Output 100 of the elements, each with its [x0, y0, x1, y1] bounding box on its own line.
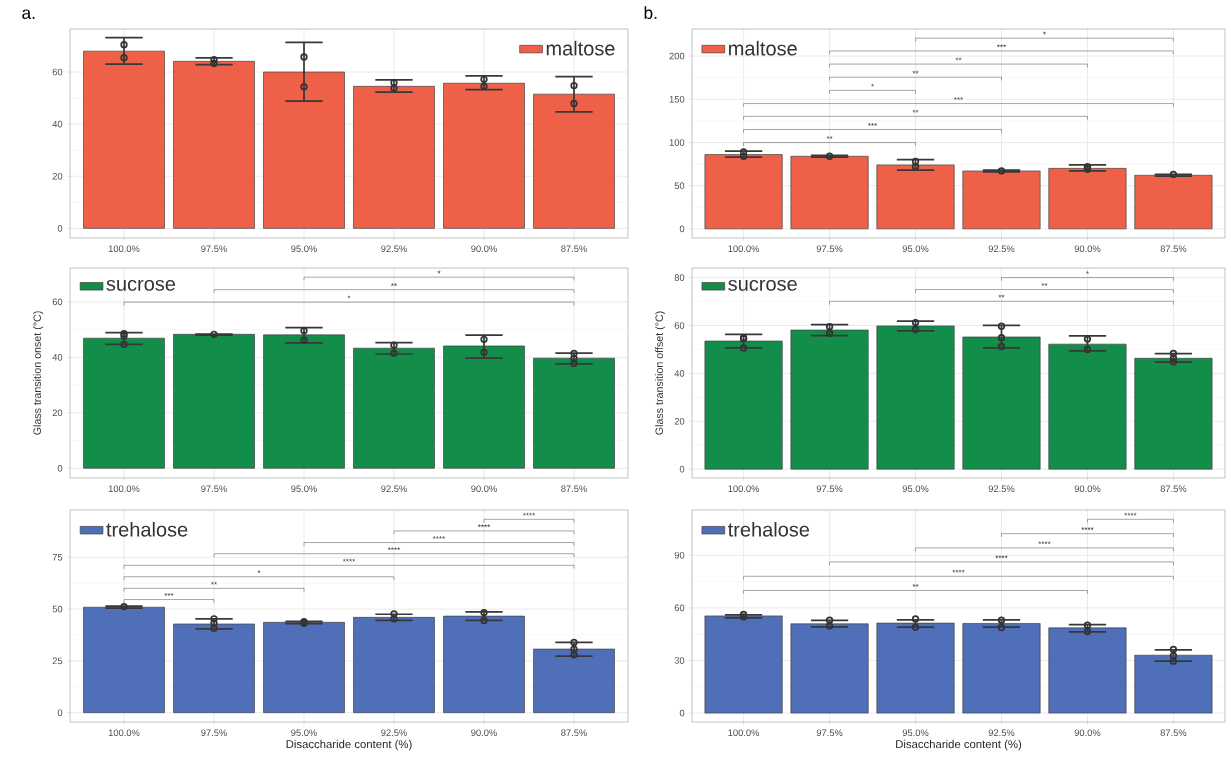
x-tick-label: 92.5% [988, 245, 1015, 252]
annotation: * [1086, 271, 1089, 274]
x-tick-label: 92.5% [988, 729, 1015, 736]
x-tick-label: 95.0% [902, 729, 929, 736]
x-tick-label: 90.0% [471, 485, 497, 492]
x-tick-label: 90.0% [1074, 729, 1101, 736]
y-tick-label: 40 [52, 354, 63, 361]
bar [443, 615, 525, 714]
chart-title: a. [22, 9, 35, 19]
x-tick-label: 100.0% [728, 485, 760, 492]
x-tick-label: 90.0% [471, 729, 497, 736]
legend-label: trehalose [106, 521, 188, 537]
annotation: ** [998, 294, 1005, 298]
annotation: **** [342, 558, 356, 562]
annotation: * [1043, 31, 1046, 35]
annotation: **** [952, 569, 965, 573]
y-tick-label: 60 [674, 322, 685, 329]
y-tick-label: 60 [52, 298, 63, 306]
y-tick-label: 80 [674, 274, 685, 281]
x-tick-label: 97.5% [201, 485, 227, 492]
legend-label: maltose [546, 40, 615, 56]
y-tick-label: 0 [679, 709, 685, 717]
annotation: ** [391, 283, 397, 286]
annotation: **** [995, 555, 1008, 559]
annotation: **** [477, 524, 491, 528]
annotation: **** [522, 512, 536, 516]
bar [876, 164, 955, 230]
x-tick-label: 100.0% [108, 485, 140, 492]
annotation: * [437, 270, 441, 274]
annotation: ** [826, 136, 833, 139]
annotation: **** [432, 535, 446, 539]
y-tick-label: 20 [52, 409, 63, 417]
y-tick-label: 100 [669, 139, 685, 146]
y-tick-label: 60 [674, 604, 685, 612]
x-axis-title: Disaccharide content (%) [896, 739, 1022, 751]
x-tick-label: 92.5% [381, 729, 407, 736]
bar [533, 357, 615, 469]
bar [353, 347, 435, 469]
y-tick-label: 200 [669, 52, 685, 60]
bar [353, 617, 435, 714]
bar [1134, 174, 1213, 230]
x-tick-label: 100.0% [728, 245, 760, 252]
bar [704, 154, 783, 230]
annotation: **** [1038, 541, 1051, 545]
x-tick-label: 87.5% [1160, 245, 1187, 252]
annotation: ** [955, 57, 962, 61]
y-axis-title: Glass transition onset (°C) [33, 311, 44, 435]
annotation: **** [387, 547, 401, 550]
bar [704, 615, 783, 714]
bar [1048, 627, 1127, 714]
y-tick-label: 90 [674, 551, 685, 559]
x-tick-label: 87.5% [1160, 485, 1187, 492]
annotation: *** [996, 44, 1007, 48]
annotation: ** [912, 583, 919, 587]
x-tick-label: 100.0% [108, 729, 140, 736]
bar [173, 333, 255, 469]
y-tick-label: 50 [52, 605, 63, 613]
x-tick-label: 95.0% [291, 729, 317, 736]
bar [790, 329, 869, 470]
x-axis-title: Disaccharide content (%) [286, 739, 412, 751]
y-tick-label: 0 [57, 709, 63, 716]
y-tick-label: 0 [679, 465, 685, 473]
legend-label: sucrose [106, 279, 176, 291]
x-tick-label: 97.5% [816, 729, 843, 736]
x-tick-label: 97.5% [816, 245, 843, 252]
bar [962, 623, 1041, 714]
x-tick-label: 90.0% [1074, 485, 1101, 492]
bar [790, 155, 869, 230]
x-tick-label: 95.0% [291, 245, 317, 252]
annotation: *** [953, 97, 964, 100]
y-tick-label: 40 [674, 370, 685, 377]
bar [263, 621, 345, 714]
x-tick-label: 97.5% [201, 245, 227, 252]
bar [962, 170, 1041, 230]
annotation: **** [1081, 527, 1094, 530]
x-tick-label: 95.0% [902, 245, 929, 252]
y-tick-label: 20 [52, 172, 63, 180]
x-tick-label: 87.5% [561, 485, 587, 492]
bar [704, 340, 783, 470]
x-tick-label: 90.0% [471, 245, 497, 252]
annotation: * [257, 570, 261, 573]
annotation: *** [867, 122, 878, 126]
annotation: ** [912, 109, 919, 113]
y-tick-label: 60 [52, 68, 63, 76]
y-tick-label: 20 [674, 417, 685, 425]
legend-label: trehalose [727, 521, 810, 537]
x-tick-label: 97.5% [816, 485, 843, 492]
chart-title: b. [644, 6, 657, 19]
y-tick-label: 0 [57, 465, 63, 472]
annotation: **** [1124, 512, 1137, 516]
x-tick-label: 90.0% [1074, 245, 1101, 252]
annotation: ** [912, 70, 919, 74]
annotation: * [347, 295, 351, 299]
x-tick-label: 87.5% [1160, 729, 1187, 736]
x-tick-label: 95.0% [902, 485, 929, 492]
x-tick-label: 87.5% [561, 729, 587, 736]
bar [1134, 357, 1213, 470]
bar [173, 623, 255, 714]
y-tick-label: 0 [679, 225, 685, 233]
bar [790, 623, 869, 714]
